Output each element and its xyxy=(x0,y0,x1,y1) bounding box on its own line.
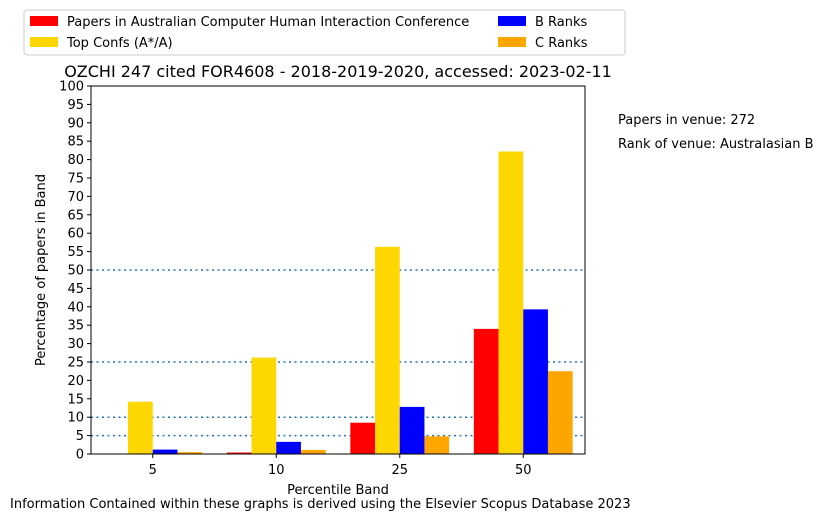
x-tick-label: 50 xyxy=(515,463,532,478)
y-tick-label: 45 xyxy=(67,282,84,297)
y-tick-label: 0 xyxy=(76,448,84,463)
bar-4-50 xyxy=(547,371,573,454)
x-tick-label: 5 xyxy=(149,463,157,478)
legend-label-2: Top Confs (A*/A) xyxy=(66,36,173,51)
legend-swatch-4 xyxy=(498,37,526,47)
y-tick-label: 30 xyxy=(67,337,84,352)
x-axis-label: Percentile Band xyxy=(287,483,389,498)
y-tick-label: 95 xyxy=(67,98,84,113)
legend: Papers in Australian Computer Human Inte… xyxy=(23,9,626,56)
y-tick-label: 60 xyxy=(67,227,84,242)
y-tick-label: 20 xyxy=(67,374,84,389)
bar-4-25 xyxy=(424,436,450,454)
rank-of-venue-annotation: Rank of venue: Australasian B xyxy=(618,137,814,152)
bar-4-10 xyxy=(300,449,326,454)
legend-swatch-3 xyxy=(498,16,526,26)
x-axis: 5 10 25 50 xyxy=(149,454,532,478)
bar-3-50 xyxy=(523,309,548,454)
plot-frame xyxy=(90,85,586,455)
legend-label-1: Papers in Australian Computer Human Inte… xyxy=(67,15,469,30)
bar-3-10 xyxy=(276,441,301,454)
y-tick-label: 100 xyxy=(59,80,84,95)
y-tick-label: 10 xyxy=(67,411,84,426)
bar-1-10 xyxy=(226,452,252,454)
bar-2-50 xyxy=(498,151,524,454)
bar-2-25 xyxy=(375,246,400,454)
x-tick-label: 25 xyxy=(391,463,408,478)
bar-1-50 xyxy=(473,328,499,454)
bar-4-5 xyxy=(177,452,203,454)
bar-3-25 xyxy=(399,406,425,454)
y-axis: 0 5 10 15 20 25 30 35 40 45 50 55 60 65 70 75 80 85 90 95 10… xyxy=(59,80,91,463)
y-tick-label: 55 xyxy=(67,245,84,260)
y-tick-label: 35 xyxy=(67,319,84,334)
y-axis-label: Percentage of papers in Band xyxy=(34,174,49,366)
x-tick-label: 10 xyxy=(268,463,285,478)
y-tick-label: 5 xyxy=(76,429,84,444)
bar-2-10 xyxy=(251,357,277,454)
bar-2-5 xyxy=(128,401,153,454)
y-tick-label: 65 xyxy=(67,208,84,223)
y-tick-label: 40 xyxy=(67,300,84,315)
legend-frame xyxy=(23,9,626,56)
y-tick-label: 85 xyxy=(67,135,84,150)
y-tick-label: 75 xyxy=(67,172,84,187)
y-tick-label: 15 xyxy=(67,392,84,407)
y-tick-label: 50 xyxy=(67,264,84,279)
legend-label-4: C Ranks xyxy=(535,36,588,51)
bar-1-25 xyxy=(350,422,376,454)
y-tick-label: 70 xyxy=(67,190,84,205)
y-tick-label: 25 xyxy=(67,356,84,371)
bar-3-5 xyxy=(152,449,178,454)
legend-label-3: B Ranks xyxy=(535,15,588,30)
bars xyxy=(128,151,573,454)
papers-in-venue-annotation: Papers in venue: 272 xyxy=(618,113,755,128)
legend-swatch-1 xyxy=(30,16,58,26)
y-tick-label: 90 xyxy=(67,116,84,131)
y-tick-label: 80 xyxy=(67,153,84,168)
footer-note: Information Contained within these graph… xyxy=(10,497,631,512)
legend-swatch-2 xyxy=(30,37,58,47)
chart-title: OZCHI 247 cited FOR4608 - 2018-2019-2020… xyxy=(64,62,612,81)
